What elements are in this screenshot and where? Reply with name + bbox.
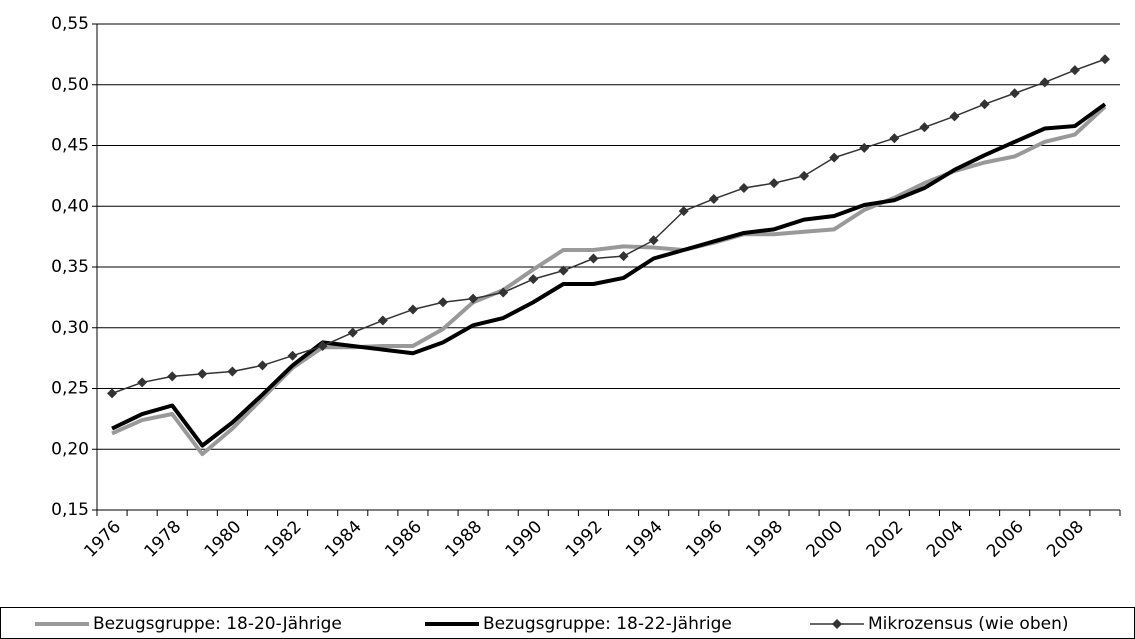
data-point bbox=[167, 371, 178, 382]
legend-label: Bezugsgruppe: 18-22-Jährige bbox=[483, 614, 732, 634]
data-point bbox=[768, 178, 779, 189]
data-point bbox=[107, 388, 118, 399]
x-tick-label: 1978 bbox=[141, 517, 186, 562]
x-tick-label: 1980 bbox=[201, 517, 246, 562]
y-tick-label: 0,50 bbox=[51, 75, 89, 95]
data-point bbox=[137, 377, 148, 388]
y-tick-label: 0,45 bbox=[51, 136, 89, 156]
data-point bbox=[949, 111, 960, 122]
data-point bbox=[1099, 54, 1110, 65]
legend-marker bbox=[832, 619, 842, 629]
data-point bbox=[919, 122, 930, 133]
y-tick-label: 0,55 bbox=[51, 14, 89, 34]
data-point bbox=[618, 251, 629, 262]
data-point bbox=[1069, 65, 1080, 76]
data-point bbox=[708, 193, 719, 204]
data-point bbox=[257, 360, 268, 371]
y-tick-label: 0,20 bbox=[51, 439, 89, 459]
x-tick-label: 2000 bbox=[802, 517, 847, 562]
data-point bbox=[829, 152, 840, 163]
x-tick-label: 1976 bbox=[80, 517, 125, 562]
data-point bbox=[317, 340, 328, 351]
data-point bbox=[498, 287, 509, 298]
y-tick-label: 0,30 bbox=[51, 318, 89, 338]
data-point bbox=[859, 142, 870, 153]
x-tick-label: 2002 bbox=[863, 517, 908, 562]
data-point bbox=[799, 170, 810, 181]
x-tick-label: 1992 bbox=[562, 517, 607, 562]
series-line bbox=[111, 58, 1106, 395]
y-tick-label: 0,40 bbox=[51, 196, 89, 216]
x-tick-label: 2006 bbox=[983, 517, 1028, 562]
x-tick-label: 1984 bbox=[321, 517, 366, 562]
data-point bbox=[588, 253, 599, 264]
x-tick-label: 2004 bbox=[923, 517, 968, 562]
data-point bbox=[377, 315, 388, 326]
data-point bbox=[1039, 77, 1050, 88]
data-point bbox=[738, 183, 749, 194]
data-point bbox=[648, 235, 659, 246]
data-point bbox=[347, 327, 358, 338]
series-line bbox=[111, 102, 1107, 448]
x-tick-label: 1990 bbox=[502, 517, 547, 562]
y-tick-label: 0,25 bbox=[51, 379, 89, 399]
x-tick-label: 1994 bbox=[622, 517, 667, 562]
data-point bbox=[889, 133, 900, 144]
data-point bbox=[468, 293, 479, 304]
data-point bbox=[678, 206, 689, 217]
data-point bbox=[287, 350, 298, 361]
data-point bbox=[197, 368, 208, 379]
data-point bbox=[1009, 88, 1020, 99]
y-tick-label: 0,35 bbox=[51, 257, 89, 277]
legend-label: Mikrozensus (wie oben) bbox=[868, 614, 1068, 634]
data-point bbox=[528, 274, 539, 285]
x-tick-label: 1996 bbox=[682, 517, 727, 562]
y-tick-label: 0,15 bbox=[51, 500, 89, 520]
legend-label: Bezugsgruppe: 18-20-Jährige bbox=[93, 614, 342, 634]
data-point bbox=[558, 265, 569, 276]
data-point bbox=[979, 99, 990, 110]
x-tick-label: 1988 bbox=[441, 517, 486, 562]
data-point bbox=[438, 297, 449, 308]
x-tick-label: 1986 bbox=[381, 517, 426, 562]
x-tick-label: 1998 bbox=[742, 517, 787, 562]
data-point bbox=[227, 366, 238, 377]
x-tick-label: 2008 bbox=[1043, 517, 1088, 562]
x-tick-label: 1982 bbox=[261, 517, 306, 562]
data-point bbox=[407, 304, 418, 315]
